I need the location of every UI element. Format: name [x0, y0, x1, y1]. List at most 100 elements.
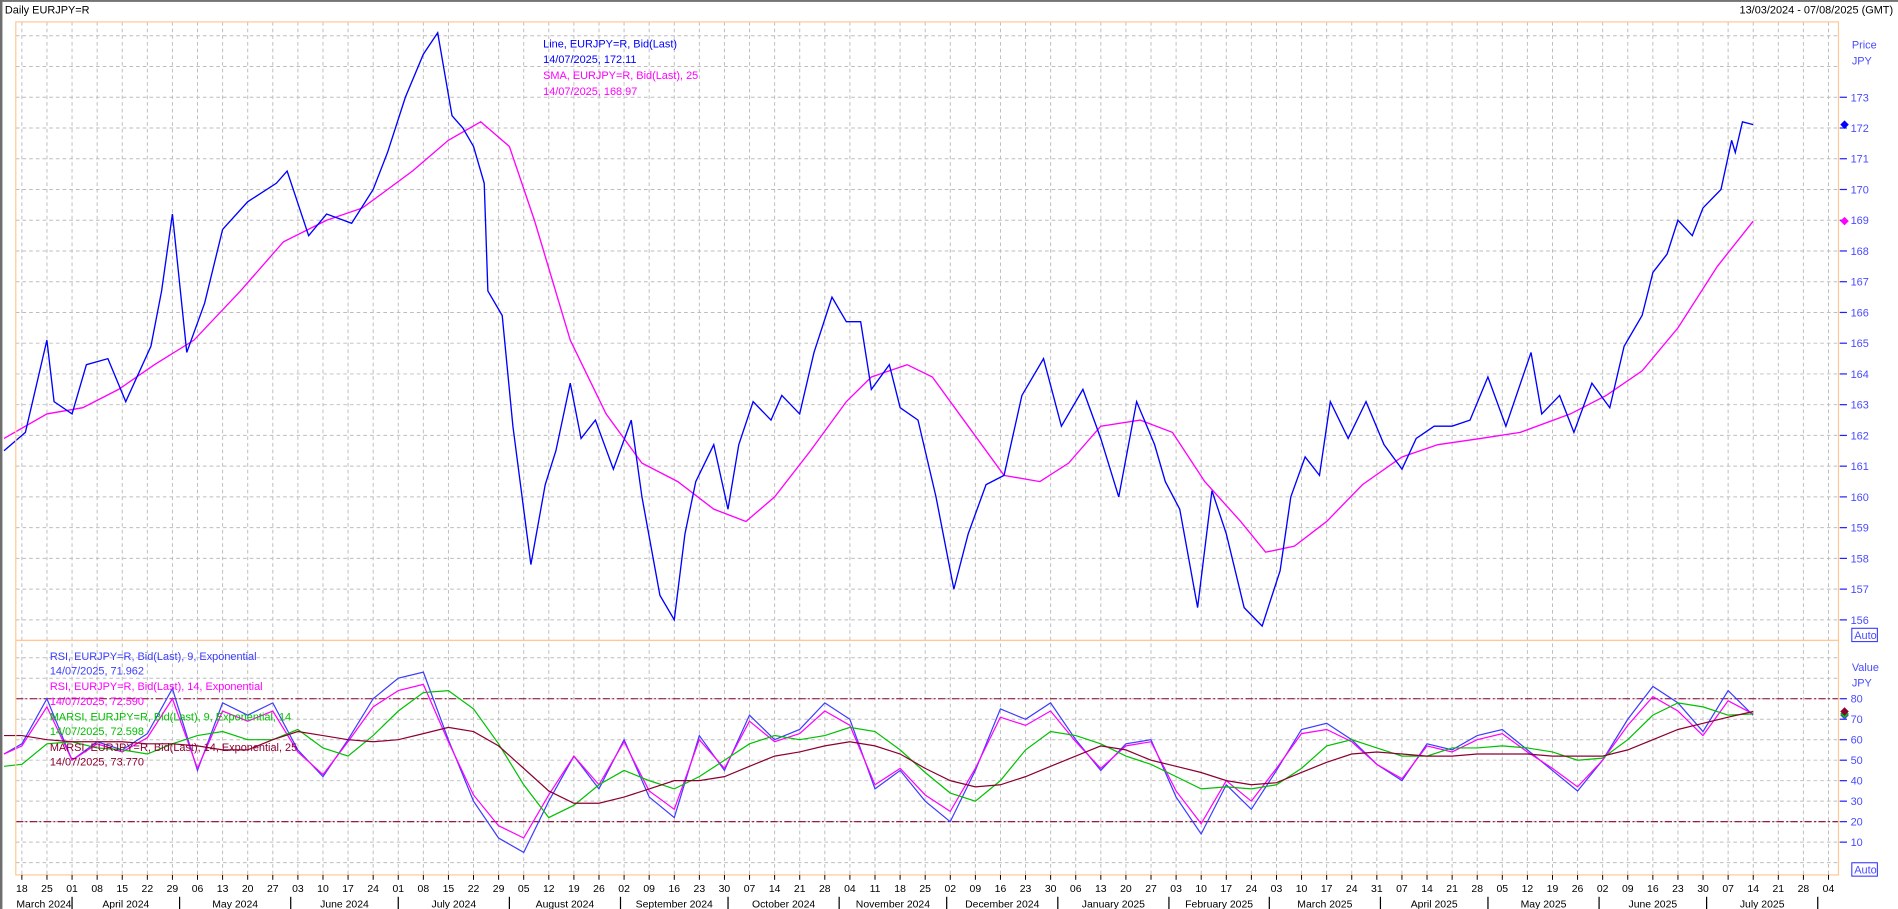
price-tick-label: 168: [1851, 246, 1869, 258]
price-tick-label: 164: [1851, 369, 1869, 381]
indicator-legend: RSI, EURJPY=R, Bid(Last), 9, Exponential…: [50, 651, 297, 769]
day-tick-label: 23: [1672, 884, 1684, 895]
day-tick-label: 18: [16, 884, 28, 895]
marsi14-line: [4, 710, 1754, 804]
day-tick-label: 21: [1446, 884, 1458, 895]
legend-rsi14-name: RSI, EURJPY=R, Bid(Last), 14, Exponentia…: [50, 681, 263, 693]
day-tick-label: 30: [719, 884, 731, 895]
day-tick-label: 23: [1020, 884, 1032, 895]
price-tick-label: 172: [1851, 123, 1869, 135]
day-tick-label: 17: [1321, 884, 1333, 895]
date-range: 13/03/2024 - 07/08/2025 (GMT): [1740, 4, 1894, 16]
day-tick-label: 12: [1522, 884, 1534, 895]
month-label: November 2024: [856, 900, 930, 909]
price-auto-scale-label: Auto: [1854, 630, 1876, 642]
month-label: December 2024: [965, 900, 1039, 909]
day-tick-label: 03: [1170, 884, 1182, 895]
day-tick-label: 05: [518, 884, 530, 895]
day-tick-label: 27: [267, 884, 279, 895]
month-label: April 2024: [102, 900, 149, 909]
chart-title: Daily EURJPY=R: [5, 4, 90, 16]
day-tick-label: 30: [1697, 884, 1709, 895]
day-tick-label: 22: [468, 884, 480, 895]
month-label: March 2024: [16, 900, 71, 909]
legend-line-value: 14/07/2025, 172.11: [543, 54, 636, 66]
legend-marsi9-name: MARSI, EURJPY=R, Bid(Last), 9, Exponenti…: [50, 712, 291, 724]
day-tick-label: 03: [1271, 884, 1283, 895]
day-tick-label: 07: [744, 884, 756, 895]
day-tick-label: 13: [1095, 884, 1107, 895]
value-auto-scale-label: Auto: [1854, 865, 1876, 877]
plot-borders: [15, 21, 1840, 876]
price-tick-label: 165: [1851, 338, 1869, 350]
day-tick-label: 24: [1346, 884, 1358, 895]
price-tick-label: 163: [1851, 400, 1869, 412]
day-tick-label: 10: [1296, 884, 1308, 895]
day-tick-label: 28: [1471, 884, 1483, 895]
reference-lines: [15, 698, 1839, 823]
day-tick-label: 08: [91, 884, 103, 895]
day-tick-label: 08: [418, 884, 430, 895]
price-axis-title: Price: [1852, 40, 1877, 52]
day-tick-label: 16: [1647, 884, 1659, 895]
day-tick-label: 23: [694, 884, 706, 895]
price-legend: Line, EURJPY=R, Bid(Last) 14/07/2025, 17…: [543, 38, 698, 97]
day-tick-label: 09: [970, 884, 982, 895]
legend-rsi9-name: RSI, EURJPY=R, Bid(Last), 9, Exponential: [50, 651, 257, 663]
value-axis[interactable]: Value JPY 10 20 30 40 50 60 70 80 Auto: [1839, 662, 1879, 877]
day-tick-label: 06: [1070, 884, 1082, 895]
day-tick-label: 07: [1396, 884, 1408, 895]
time-axis[interactable]: 18 25 01 08 15 22 29 06 13 20 27 03 10 17 24 01 08 15 22 29…: [16, 874, 1835, 909]
window-left-border: [0, 0, 3, 909]
day-tick-label: 21: [1772, 884, 1784, 895]
day-tick-label: 16: [995, 884, 1007, 895]
day-tick-label: 17: [1220, 884, 1232, 895]
price-tick-label: 162: [1851, 430, 1869, 442]
day-tick-label: 06: [192, 884, 204, 895]
month-label: October 2024: [752, 900, 815, 909]
grid: [15, 21, 1839, 875]
value-tick-label: 40: [1851, 776, 1863, 788]
day-tick-label: 28: [819, 884, 831, 895]
month-label: May 2024: [212, 900, 258, 909]
day-tick-label: 15: [116, 884, 128, 895]
day-tick-label: 14: [1747, 884, 1759, 895]
price-line: [3, 30, 1754, 628]
price-tick-label: 158: [1851, 553, 1869, 565]
month-label: July 2025: [1740, 900, 1785, 909]
day-tick-label: 04: [844, 884, 856, 895]
marsi9-line: [3, 689, 1754, 819]
day-tick-label: 27: [1145, 884, 1157, 895]
day-tick-label: 02: [1597, 884, 1609, 895]
day-tick-label: 24: [367, 884, 379, 895]
legend-line-name: Line, EURJPY=R, Bid(Last): [543, 38, 677, 50]
month-label: June 2024: [320, 900, 369, 909]
day-tick-label: 25: [919, 884, 931, 895]
day-tick-label: 16: [668, 884, 680, 895]
day-tick-label: 17: [342, 884, 354, 895]
day-tick-label: 10: [1195, 884, 1207, 895]
legend-sma-name: SMA, EURJPY=R, Bid(Last), 25: [543, 70, 698, 82]
day-tick-label: 29: [493, 884, 505, 895]
value-tick-label: 70: [1851, 714, 1863, 726]
day-tick-label: 01: [66, 884, 78, 895]
price-tick-label: 171: [1851, 154, 1869, 166]
price-tick-label: 166: [1851, 307, 1869, 319]
month-label: September 2024: [636, 900, 713, 909]
sma-line: [3, 120, 1754, 553]
day-tick-label: 11: [870, 884, 881, 895]
marsi14-last-value-marker: [1840, 707, 1849, 716]
day-tick-label: 09: [643, 884, 655, 895]
window-top-border: [0, 0, 1898, 2]
day-tick-label: 04: [1823, 884, 1835, 895]
price-last-value-marker: [1840, 120, 1849, 129]
day-tick-label: 02: [944, 884, 956, 895]
price-auto-scale-button[interactable]: [1851, 627, 1878, 643]
value-axis-unit: JPY: [1852, 678, 1873, 690]
legend-marsi14-value: 14/07/2025, 73.770: [50, 757, 144, 769]
month-label: May 2025: [1521, 900, 1567, 909]
price-axis[interactable]: Price JPY 156 157 158 159 160 161 162 163 164 165…: [1839, 40, 1878, 643]
day-tick-label: 26: [593, 884, 605, 895]
value-auto-scale-button[interactable]: [1851, 862, 1878, 877]
